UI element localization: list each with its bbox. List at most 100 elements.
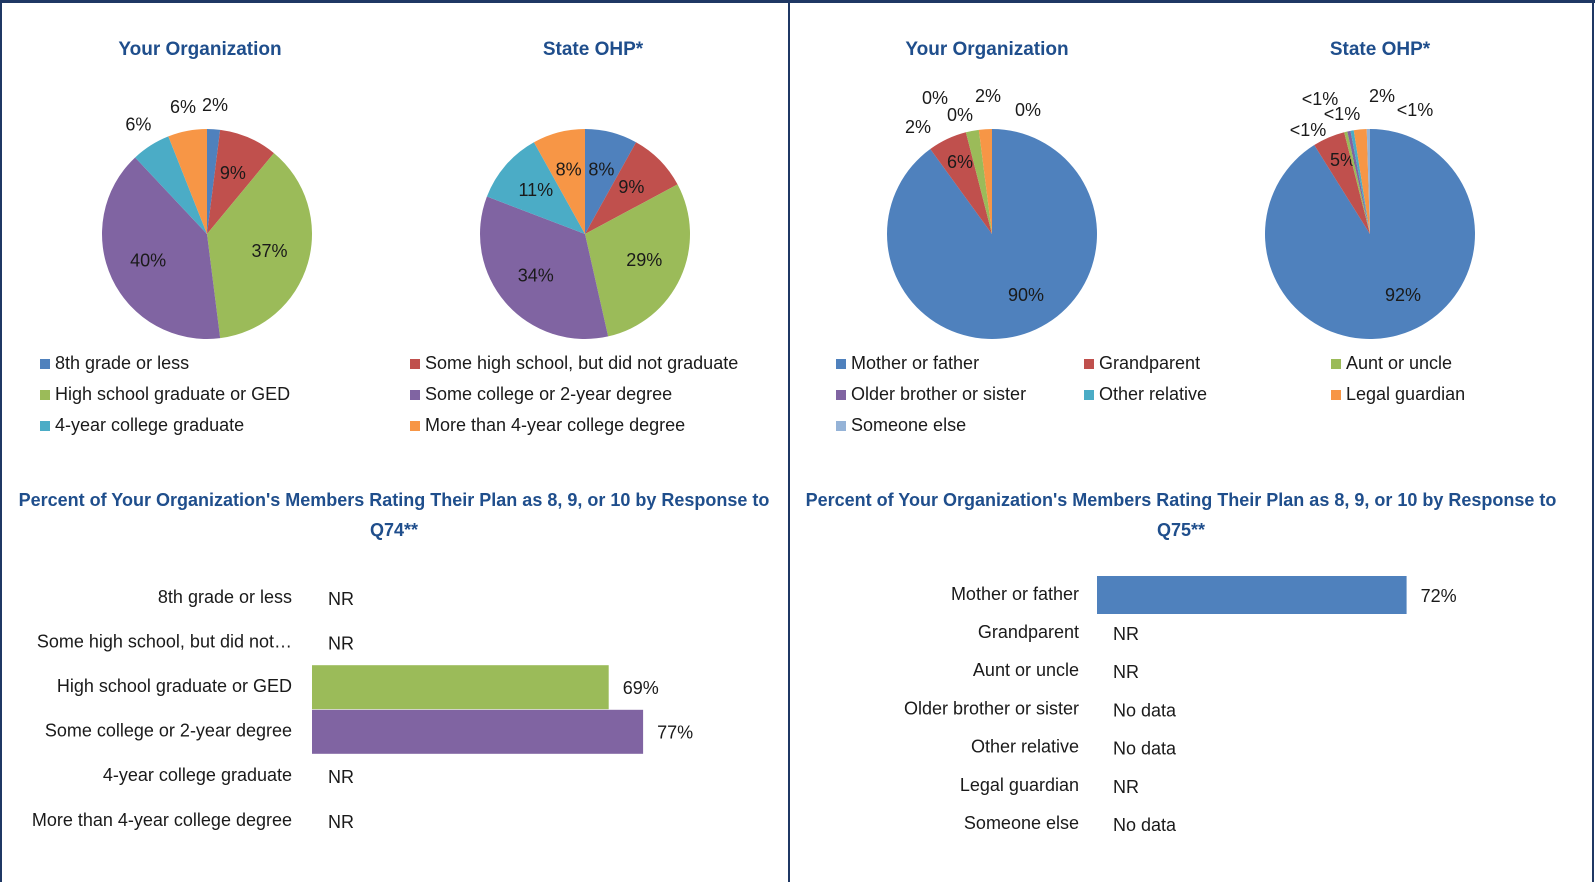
data-label: 8% <box>588 160 614 180</box>
legend-swatch <box>1331 359 1341 369</box>
data-label: 29% <box>626 250 662 270</box>
pie-slice <box>585 142 678 234</box>
data-label: 0% <box>1015 100 1041 120</box>
data-label: <1% <box>1290 120 1327 140</box>
category-label: Older brother or sister <box>904 698 1079 718</box>
legend-label: Some college or 2-year degree <box>425 384 672 404</box>
data-label: <1% <box>1324 104 1361 124</box>
data-label: 92% <box>1385 285 1421 305</box>
category-label: 4-year college graduate <box>103 765 292 785</box>
pie-slice <box>930 132 992 234</box>
data-label: 37% <box>251 241 287 261</box>
legend-label: Grandparent <box>1099 353 1200 373</box>
data-label: 6% <box>125 115 151 135</box>
right-border <box>1592 0 1594 882</box>
pie-slice <box>965 129 992 234</box>
legend-swatch <box>40 421 50 431</box>
legend-swatch <box>1331 390 1341 400</box>
data-label: <1% <box>1397 100 1434 120</box>
legend-label: Legal guardian <box>1346 384 1465 404</box>
category-label: High school graduate or GED <box>57 676 292 696</box>
data-label: 90% <box>1008 285 1044 305</box>
legend-label: Mother or father <box>851 353 979 373</box>
category-label: Some high school, but did not… <box>37 631 292 651</box>
data-label: NR <box>328 767 354 787</box>
pie-slice <box>533 129 585 234</box>
data-label: No data <box>1113 739 1177 759</box>
pie-slice <box>207 129 221 234</box>
pie-slice <box>585 184 691 337</box>
top-border <box>0 0 1595 3</box>
pie-slice <box>1350 130 1370 234</box>
pie-slice <box>887 129 1097 339</box>
category-label: Someone else <box>964 813 1079 833</box>
data-label: 0% <box>922 88 948 108</box>
category-label: 8th grade or less <box>158 587 292 607</box>
data-label: 2% <box>905 117 931 137</box>
pie-slice <box>585 129 637 234</box>
data-label: No data <box>1113 815 1177 835</box>
legend-label: High school graduate or GED <box>55 384 290 404</box>
left-border <box>0 0 2 882</box>
category-label: Other relative <box>971 737 1079 757</box>
legend-label: More than 4-year college degree <box>425 415 685 435</box>
legend-swatch <box>410 390 420 400</box>
pie-title: Your Organization <box>118 39 281 60</box>
category-label: Some college or 2-year degree <box>45 721 292 741</box>
data-label: NR <box>328 589 354 609</box>
legend-label: Someone else <box>851 415 966 435</box>
legend-swatch <box>40 390 50 400</box>
data-label: 2% <box>1369 86 1395 106</box>
data-label: 9% <box>220 163 246 183</box>
category-label: Aunt or uncle <box>973 660 1079 680</box>
data-label: 6% <box>947 152 973 172</box>
pie-slice <box>101 157 221 340</box>
bar <box>312 665 609 710</box>
data-label: 69% <box>623 678 659 698</box>
legend-label: Aunt or uncle <box>1346 353 1452 373</box>
data-label: No data <box>1113 700 1177 720</box>
bar-chart-title: Percent of Your Organization's Members R… <box>805 490 1557 540</box>
legend-label: Other relative <box>1099 384 1207 404</box>
pie-slice <box>1366 129 1370 234</box>
pie-slice <box>207 153 313 339</box>
data-label: 0% <box>947 105 973 125</box>
data-label: 2% <box>202 95 228 115</box>
data-label: 40% <box>130 250 166 270</box>
legend-swatch <box>1084 390 1094 400</box>
pie-slice <box>207 129 274 234</box>
data-label: 2% <box>975 86 1001 106</box>
pie-slice <box>168 129 207 234</box>
pie-title: State OHP* <box>1330 39 1431 60</box>
legend-swatch <box>836 390 846 400</box>
legend-label: 8th grade or less <box>55 353 189 373</box>
legend-label: Older brother or sister <box>851 384 1026 404</box>
pie-title: State OHP* <box>543 39 644 60</box>
data-label: 6% <box>170 97 196 117</box>
pie-slice <box>1344 131 1370 234</box>
data-label: NR <box>1113 662 1139 682</box>
bar <box>312 709 644 754</box>
legend-label: 4-year college graduate <box>55 415 244 435</box>
pie-slice <box>1347 130 1370 234</box>
data-label: 9% <box>618 177 644 197</box>
legend-swatch <box>836 359 846 369</box>
category-label: Grandparent <box>978 622 1079 642</box>
data-label: NR <box>1113 777 1139 797</box>
data-label: 5% <box>1330 150 1356 170</box>
pie-slice <box>978 129 992 234</box>
legend-swatch <box>40 359 50 369</box>
data-label: NR <box>328 633 354 653</box>
data-label: <1% <box>1302 89 1339 109</box>
pie-slice <box>1314 132 1370 234</box>
legend-label: Some high school, but did not graduate <box>425 353 738 373</box>
pie-slice <box>135 136 207 234</box>
data-label: NR <box>1113 624 1139 644</box>
data-label: 34% <box>518 265 554 285</box>
category-label: More than 4-year college degree <box>32 810 292 830</box>
pie-title: Your Organization <box>905 39 1068 60</box>
bar <box>1097 576 1407 614</box>
category-label: Mother or father <box>951 584 1079 604</box>
legend-swatch <box>1084 359 1094 369</box>
